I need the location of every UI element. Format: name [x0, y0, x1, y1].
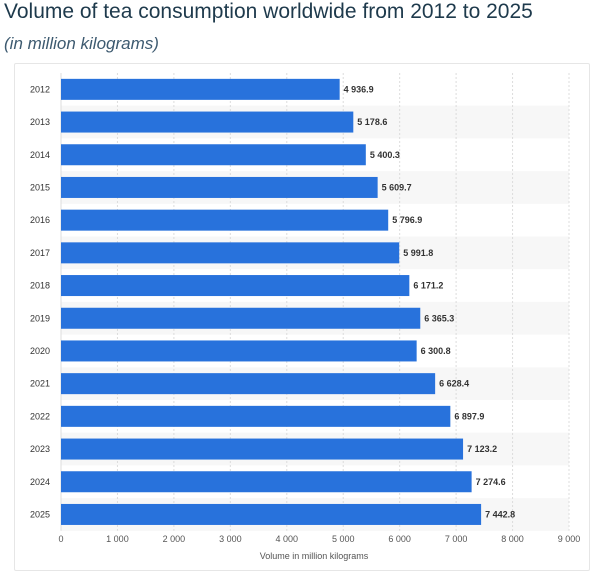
category-labels: 2012 2013 2014 2015 2016 2017 2018 2019 2020 2021… — [30, 84, 50, 519]
x-axis-title: Volume in million kilograms — [260, 551, 369, 561]
category-label: 2017 — [30, 248, 50, 258]
x-tick-label: 8 000 — [501, 534, 524, 544]
bar[interactable] — [61, 111, 354, 133]
category-label: 2016 — [30, 215, 50, 225]
data-label: 4 936.9 — [344, 84, 374, 94]
data-label: 6 171.2 — [413, 281, 443, 291]
x-tick-label: 4 000 — [276, 534, 299, 544]
bar[interactable] — [61, 176, 378, 198]
chart-subtitle: (in million kilograms) — [4, 34, 159, 53]
data-label: 5 178.6 — [357, 117, 387, 127]
category-label: 2015 — [30, 182, 50, 192]
category-label: 2021 — [30, 379, 50, 389]
data-labels: 4 936.9 5 178.6 5 400.3 5 609.7 5 796.9 5 991… — [344, 84, 515, 519]
bar[interactable] — [61, 405, 451, 427]
category-label: 2024 — [30, 477, 50, 487]
data-label: 7 274.6 — [476, 477, 506, 487]
data-label: 5 991.8 — [403, 248, 433, 258]
bar[interactable] — [61, 144, 366, 166]
category-label: 2022 — [30, 411, 50, 421]
x-tick-label: 2 000 — [163, 534, 186, 544]
x-tick-labels: 0 1 000 2 000 3 000 4 000 5 000 6 000 7 000 8 00… — [58, 534, 580, 544]
category-label: 2013 — [30, 117, 50, 127]
x-tick-label: 7 000 — [445, 534, 468, 544]
bar[interactable] — [61, 373, 436, 395]
chart-title: Volume of tea consumption worldwide from… — [4, 0, 533, 23]
bar[interactable] — [61, 242, 400, 264]
bars — [61, 78, 482, 525]
data-label: 6 365.3 — [424, 313, 454, 323]
category-label: 2014 — [30, 150, 50, 160]
bar[interactable] — [61, 503, 482, 525]
data-label: 6 628.4 — [439, 379, 469, 389]
category-label: 2019 — [30, 313, 50, 323]
data-label: 5 400.3 — [370, 150, 400, 160]
bar[interactable] — [61, 340, 417, 362]
x-tick-label: 3 000 — [219, 534, 242, 544]
data-label: 6 897.9 — [454, 411, 484, 421]
bar[interactable] — [61, 438, 464, 460]
x-tick-label: 1 000 — [106, 534, 129, 544]
data-label: 5 609.7 — [382, 182, 412, 192]
chart-frame — [14, 63, 590, 571]
category-label: 2023 — [30, 444, 50, 454]
bar[interactable] — [61, 275, 410, 297]
x-tick-label: 5 000 — [332, 534, 355, 544]
data-label: 6 300.8 — [421, 346, 451, 356]
x-tick-label: 6 000 — [388, 534, 411, 544]
category-label: 2018 — [30, 281, 50, 291]
x-tick-label: 9 000 — [558, 534, 581, 544]
category-label: 2025 — [30, 509, 50, 519]
bar[interactable] — [61, 471, 472, 493]
data-label: 7 123.2 — [467, 444, 497, 454]
data-label: 5 796.9 — [392, 215, 422, 225]
bar[interactable] — [61, 307, 421, 329]
bar[interactable] — [61, 78, 340, 100]
category-label: 2020 — [30, 346, 50, 356]
data-label: 7 442.8 — [485, 509, 515, 519]
category-label: 2012 — [30, 84, 50, 94]
bar[interactable] — [61, 209, 389, 231]
x-tick-label: 0 — [58, 534, 63, 544]
